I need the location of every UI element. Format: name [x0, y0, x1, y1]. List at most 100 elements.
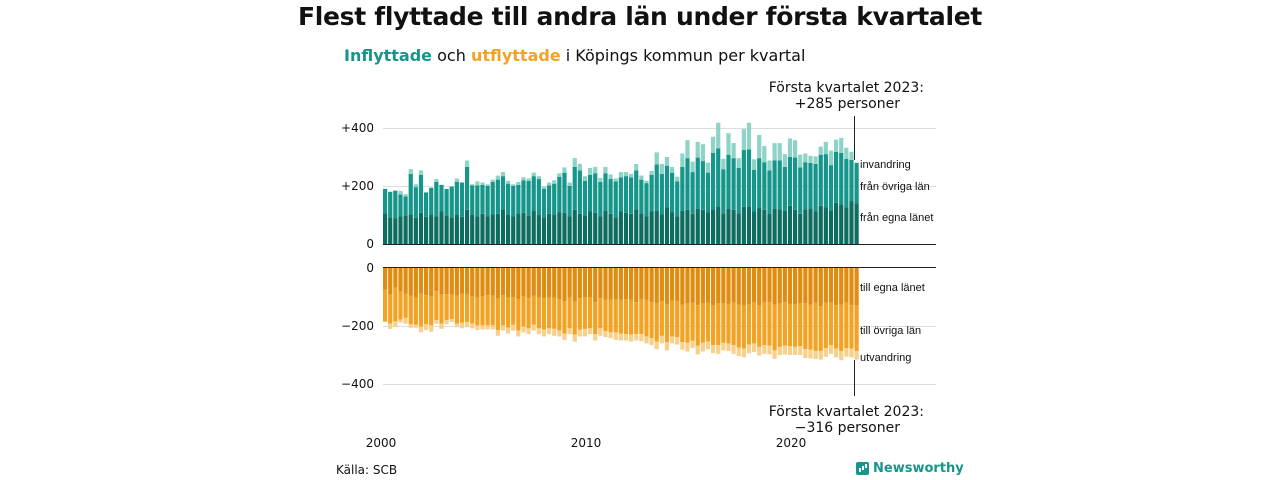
- bar-out-emigration: [808, 349, 813, 359]
- bar-out-own: [700, 268, 705, 304]
- bar-in-own: [506, 215, 511, 244]
- brand-name: Newsworthy: [873, 461, 964, 476]
- bar-out-own: [834, 268, 839, 306]
- bar-out-emigration: [716, 345, 721, 354]
- bar-out-emigration: [664, 342, 670, 351]
- bar-in-immigration: [716, 122, 721, 149]
- bar-out-other: [629, 299, 634, 335]
- x-tick-2000: 2000: [366, 436, 397, 450]
- bar-out-own: [383, 268, 388, 290]
- bar-out-emigration: [572, 334, 577, 342]
- bar-in-immigration: [787, 138, 793, 157]
- bar-out-other: [726, 303, 731, 344]
- bar-in-own: [449, 217, 454, 244]
- bar-out-own: [490, 268, 495, 296]
- bar-in-own: [444, 215, 449, 244]
- bar-in-own: [454, 215, 459, 244]
- bar-in-immigration: [849, 151, 854, 160]
- utflyttade-bars: [383, 268, 859, 361]
- bar-out-emigration: [721, 342, 726, 351]
- bar-out-emigration: [711, 345, 716, 354]
- bar-out-other: [670, 300, 675, 337]
- bar-in-other: [634, 170, 639, 210]
- bar-out-own: [670, 268, 675, 301]
- bar-in-immigration: [413, 184, 418, 188]
- bar-in-immigration: [736, 158, 741, 169]
- bar-in-own: [839, 204, 844, 244]
- chart-subtitle: Inflyttade och utflyttade i Köpings komm…: [344, 46, 805, 65]
- bar-in-immigration: [700, 144, 705, 162]
- bar-in-other: [557, 176, 562, 213]
- bar-out-other: [618, 299, 623, 334]
- bar-in-immigration: [480, 182, 485, 185]
- bar-out-emigration: [490, 325, 495, 330]
- bar-in-other: [787, 157, 793, 206]
- bar-out-own: [690, 268, 695, 303]
- bar-out-emigration: [839, 350, 844, 361]
- bar-out-other: [470, 296, 475, 324]
- bar-out-other: [603, 299, 608, 332]
- annotation-bottom-line1: Första kvartalet 2023:: [769, 404, 924, 420]
- bar-in-own: [465, 209, 470, 244]
- bar-in-other: [506, 183, 511, 215]
- bar-out-own: [634, 268, 639, 303]
- bar-in-immigration: [777, 143, 782, 161]
- bar-out-emigration: [424, 324, 429, 331]
- bar-in-immigration: [675, 176, 680, 182]
- bar-out-other: [418, 293, 424, 327]
- bar-in-immigration: [839, 137, 844, 153]
- bar-in-other: [480, 184, 485, 214]
- bar-in-other: [383, 188, 388, 214]
- bar-out-own: [531, 268, 536, 296]
- bar-in-own: [582, 215, 588, 244]
- bar-out-emigration: [746, 344, 752, 354]
- bar-out-emigration: [511, 324, 516, 331]
- bar-out-emigration: [388, 323, 393, 329]
- bar-in-immigration: [582, 176, 588, 181]
- brand-logo[interactable]: Newsworthy: [856, 461, 964, 476]
- bar-in-immigration: [634, 163, 639, 171]
- bar-in-own: [849, 201, 854, 244]
- bar-in-own: [695, 208, 700, 244]
- bar-out-emigration: [449, 319, 454, 322]
- bar-out-emigration: [844, 348, 849, 357]
- bar-in-immigration: [752, 159, 757, 170]
- bar-in-own: [808, 208, 813, 244]
- bar-in-immigration: [798, 154, 803, 168]
- bar-out-other: [818, 306, 823, 351]
- bar-out-emigration: [818, 350, 823, 360]
- bar-in-immigration: [418, 170, 424, 175]
- bar-in-immigration: [434, 179, 439, 182]
- bar-out-own: [434, 268, 439, 292]
- bar-in-own: [429, 215, 434, 244]
- bar-in-own: [500, 209, 506, 244]
- bar-out-emigration: [629, 334, 634, 342]
- bar-in-immigration: [603, 166, 608, 174]
- bar-out-emigration: [726, 343, 731, 351]
- bar-in-immigration: [705, 162, 711, 173]
- bar-out-own: [454, 268, 459, 296]
- bar-out-own: [593, 268, 598, 303]
- bar-in-own: [383, 213, 388, 244]
- bar-out-own: [767, 268, 772, 303]
- bar-in-immigration: [577, 163, 582, 171]
- bar-out-other: [424, 295, 429, 325]
- bar-in-other: [664, 165, 670, 208]
- bar-out-own: [516, 268, 521, 300]
- bar-out-own: [506, 268, 511, 298]
- bar-out-emigration: [608, 332, 613, 339]
- bar-in-own: [844, 207, 849, 244]
- bar-in-other: [649, 174, 654, 212]
- chart-title: Flest flyttade till andra län under förs…: [297, 2, 983, 31]
- bar-in-immigration: [495, 175, 500, 180]
- bar-in-own: [511, 216, 516, 244]
- bar-out-other: [536, 297, 541, 329]
- bar-out-own: [649, 268, 654, 303]
- bar-in-own: [418, 212, 424, 244]
- bar-in-immigration: [813, 156, 818, 164]
- bar-in-other: [618, 177, 623, 212]
- bar-out-other: [429, 296, 434, 326]
- bar-in-own: [603, 210, 608, 244]
- bar-out-own: [475, 268, 480, 298]
- bar-in-other: [716, 148, 721, 207]
